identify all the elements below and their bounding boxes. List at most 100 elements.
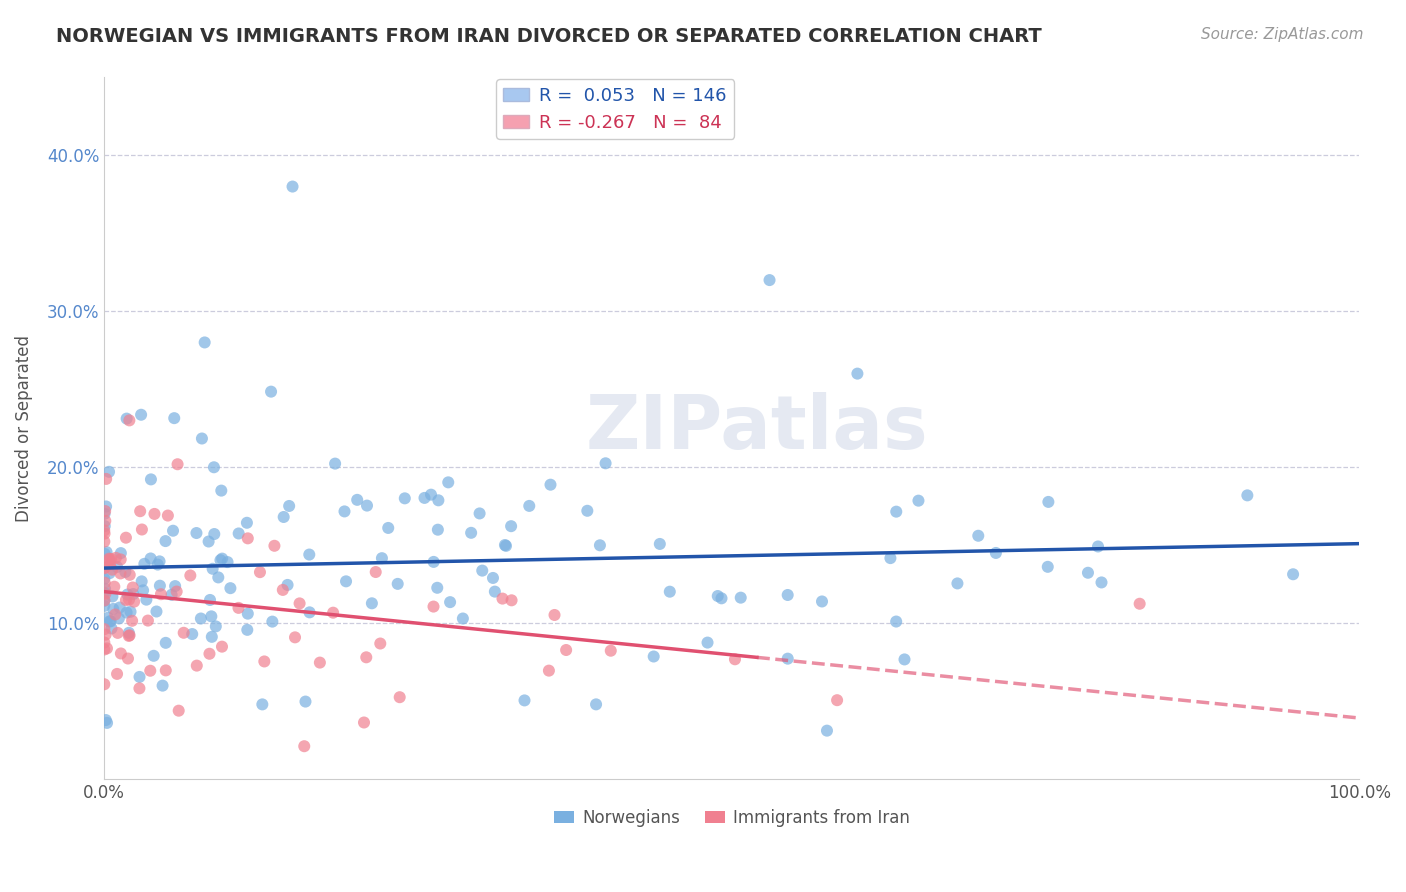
Point: [200, 609, 222, 624]
Point: [94, 514, 117, 528]
Point: [155, 534, 177, 549]
Point: [97, 551, 120, 566]
Point: [439, 595, 461, 609]
Point: [93, 526, 115, 541]
Point: [98, 553, 121, 567]
Point: [93, 572, 115, 586]
Point: [100, 552, 122, 566]
Point: [93, 524, 115, 538]
Point: [284, 631, 307, 645]
Text: ZIPatlas: ZIPatlas: [586, 392, 928, 465]
Point: [93, 561, 115, 575]
Point: [211, 551, 233, 566]
Point: [273, 510, 295, 524]
Point: [292, 739, 315, 754]
Point: [1036, 559, 1059, 574]
Point: [94, 500, 117, 514]
Point: [298, 548, 321, 562]
Point: [413, 491, 436, 505]
Point: [132, 583, 155, 598]
Point: [648, 537, 671, 551]
Point: [100, 615, 122, 629]
Point: [420, 488, 443, 502]
Point: [118, 413, 141, 427]
Point: [101, 590, 124, 604]
Point: [468, 507, 491, 521]
Point: [252, 698, 274, 712]
Point: [335, 574, 357, 589]
Point: [186, 526, 208, 541]
Point: [101, 563, 124, 577]
Point: [129, 504, 152, 518]
Point: [643, 649, 665, 664]
Point: [984, 546, 1007, 560]
Point: [104, 550, 127, 565]
Point: [122, 594, 145, 608]
Point: [110, 546, 132, 560]
Point: [94, 713, 117, 727]
Point: [495, 539, 517, 553]
Point: [262, 615, 284, 629]
Point: [967, 529, 990, 543]
Point: [277, 578, 299, 592]
Point: [451, 611, 474, 625]
Point: [253, 655, 276, 669]
Point: [120, 605, 142, 619]
Point: [422, 555, 444, 569]
Point: [517, 499, 540, 513]
Point: [156, 508, 179, 523]
Point: [110, 566, 132, 581]
Point: [298, 605, 321, 619]
Point: [94, 587, 117, 601]
Point: [426, 581, 449, 595]
Point: [946, 576, 969, 591]
Point: [121, 581, 143, 595]
Point: [228, 526, 250, 541]
Point: [166, 584, 188, 599]
Point: [263, 539, 285, 553]
Point: [105, 667, 128, 681]
Point: [129, 408, 152, 422]
Point: [576, 504, 599, 518]
Point: [93, 519, 115, 533]
Point: [471, 564, 494, 578]
Point: [1038, 495, 1060, 509]
Point: [118, 592, 141, 607]
Point: [513, 693, 536, 707]
Point: [103, 602, 125, 616]
Point: [364, 565, 387, 579]
Point: [209, 483, 232, 498]
Point: [484, 584, 506, 599]
Point: [108, 600, 131, 615]
Point: [758, 273, 780, 287]
Point: [209, 553, 232, 567]
Point: [190, 611, 212, 625]
Point: [107, 626, 129, 640]
Point: [219, 581, 242, 595]
Point: [131, 523, 153, 537]
Point: [387, 577, 409, 591]
Point: [1077, 566, 1099, 580]
Point: [118, 567, 141, 582]
Point: [93, 677, 115, 691]
Point: [155, 664, 177, 678]
Point: [198, 593, 221, 607]
Point: [322, 606, 344, 620]
Legend: Norwegians, Immigrants from Iran: Norwegians, Immigrants from Iran: [547, 803, 917, 834]
Point: [356, 650, 378, 665]
Point: [706, 589, 728, 603]
Point: [117, 651, 139, 665]
Point: [278, 499, 301, 513]
Point: [197, 534, 219, 549]
Point: [377, 521, 399, 535]
Point: [879, 551, 901, 566]
Point: [815, 723, 838, 738]
Point: [236, 516, 259, 530]
Point: [811, 594, 834, 608]
Point: [696, 635, 718, 649]
Point: [166, 457, 188, 471]
Point: [271, 582, 294, 597]
Text: NORWEGIAN VS IMMIGRANTS FROM IRAN DIVORCED OR SEPARATED CORRELATION CHART: NORWEGIAN VS IMMIGRANTS FROM IRAN DIVORC…: [56, 27, 1042, 45]
Point: [543, 607, 565, 622]
Point: [228, 600, 250, 615]
